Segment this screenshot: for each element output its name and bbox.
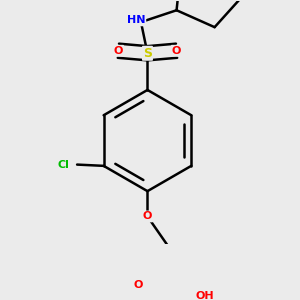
- Text: OH: OH: [196, 291, 214, 300]
- Text: O: O: [114, 46, 123, 56]
- Text: O: O: [172, 46, 181, 56]
- Text: O: O: [134, 280, 143, 290]
- Text: S: S: [143, 47, 152, 60]
- Text: Cl: Cl: [58, 160, 70, 170]
- Text: O: O: [143, 212, 152, 221]
- Text: HN: HN: [127, 15, 145, 26]
